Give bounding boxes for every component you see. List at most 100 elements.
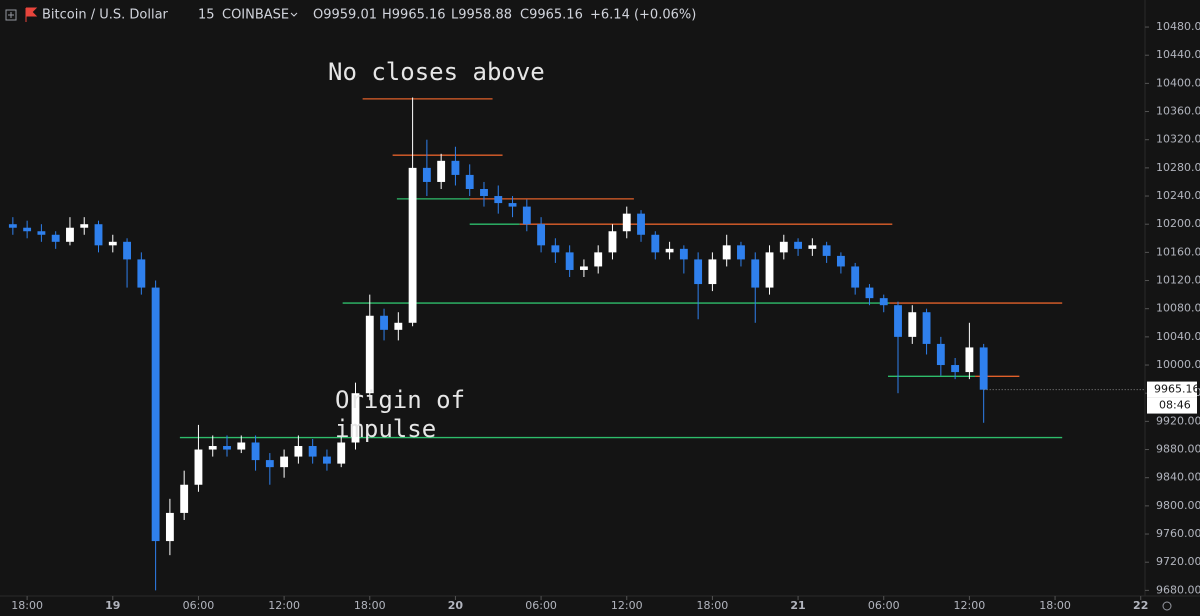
- candle-body: [836, 255, 845, 267]
- candle-body: [408, 167, 417, 323]
- candle-body: [123, 241, 131, 260]
- candle-body: [908, 312, 917, 337]
- candle-body: [8, 224, 17, 228]
- countdown-label: 08:46: [1159, 399, 1191, 412]
- candle-body: [979, 347, 988, 390]
- settings-icon[interactable]: [1162, 601, 1172, 611]
- y-tick-label: 10480.00: [1156, 20, 1200, 33]
- x-tick-label: 06:00: [868, 599, 900, 612]
- y-tick-label: 9720.00: [1156, 555, 1200, 568]
- candle-body: [651, 234, 660, 253]
- expand-icon[interactable]: [5, 9, 17, 21]
- candle-body: [679, 248, 688, 260]
- ohlc-change: +6.14 (+0.06%): [590, 8, 696, 23]
- candle-body: [936, 343, 945, 366]
- interval[interactable]: 15: [198, 8, 215, 23]
- header: Bitcoin / U.S. Dollar 15 COINBASE O9959.…: [5, 7, 696, 23]
- candle-body: [165, 512, 174, 542]
- x-tick-label: 12:00: [611, 599, 643, 612]
- candle-body: [737, 245, 745, 260]
- candle-body: [751, 259, 760, 288]
- candle-body: [308, 446, 317, 457]
- candle-body: [51, 234, 60, 242]
- candle-body: [180, 484, 189, 513]
- y-tick-label: 10160.00: [1156, 245, 1200, 258]
- candle-body: [66, 227, 74, 242]
- x-tick-label: 18:00: [11, 599, 43, 612]
- candle-body: [394, 322, 403, 330]
- candle-body: [894, 305, 902, 337]
- candle-body: [508, 203, 517, 207]
- ohlc-low: L9958.88: [451, 8, 512, 23]
- candle-body: [779, 241, 788, 253]
- countdown-tag: [1147, 397, 1197, 414]
- y-tick-label: 9840.00: [1156, 471, 1200, 484]
- last-price-tag: [1147, 381, 1197, 398]
- y-tick-label: 10120.00: [1156, 274, 1200, 287]
- y-tick-label: 10080.00: [1156, 302, 1200, 315]
- symbol[interactable]: Bitcoin / U.S. Dollar: [42, 8, 169, 23]
- y-tick-label: 10400.00: [1156, 76, 1200, 89]
- candle-body: [522, 206, 531, 225]
- candle-body: [351, 393, 360, 443]
- annotation: Origin of: [335, 386, 465, 414]
- candle-body: [223, 446, 231, 450]
- x-tick-label: 06:00: [183, 599, 215, 612]
- candle-body: [237, 442, 246, 450]
- gear[interactable]: [1162, 601, 1172, 611]
- candle-body: [251, 442, 260, 461]
- candle-body: [265, 460, 274, 468]
- candle-body: [965, 347, 974, 373]
- x-tick-label: 12:00: [954, 599, 986, 612]
- candle-body: [208, 446, 217, 450]
- y-tick-label: 10200.00: [1156, 217, 1200, 230]
- chevron[interactable]: [290, 12, 298, 17]
- x-tick-label: 20: [448, 599, 464, 612]
- candle-body: [922, 312, 931, 344]
- y-tick-label: 10000.00: [1156, 358, 1200, 371]
- candle-body: [865, 287, 874, 299]
- x-tick-label: 06:00: [525, 599, 557, 612]
- candle-body: [37, 231, 46, 235]
- candle-body: [665, 248, 674, 253]
- candle-body: [108, 241, 117, 246]
- y-tick-label: 9760.00: [1156, 527, 1200, 540]
- candle-body: [579, 266, 588, 270]
- candle-body: [194, 449, 203, 485]
- x-tick-label: 21: [790, 599, 805, 612]
- y-tick-label: 10360.00: [1156, 105, 1200, 118]
- candle-body: [494, 196, 503, 204]
- candle-body: [437, 160, 446, 182]
- ohlc-close: C9965.16: [520, 8, 583, 23]
- exchange[interactable]: COINBASE: [222, 8, 289, 23]
- candle-body: [822, 245, 831, 256]
- candle-body: [137, 259, 146, 288]
- y-tick-label: 9680.00: [1156, 583, 1200, 596]
- candle-body: [765, 252, 774, 288]
- candle-body: [951, 365, 960, 373]
- annotation: impulse: [335, 415, 436, 443]
- x-tick-label: 12:00: [268, 599, 300, 612]
- y-tick-label: 10240.00: [1156, 189, 1200, 202]
- annotation: No closes above: [328, 58, 545, 86]
- candle-body: [422, 167, 431, 182]
- flag-icon: [25, 7, 38, 22]
- x-tick-label: 18:00: [697, 599, 729, 612]
- y-tick-label: 10280.00: [1156, 161, 1200, 174]
- candle-body: [565, 252, 574, 270]
- candle-body: [637, 213, 645, 235]
- candle-body: [608, 231, 617, 253]
- candle-body: [851, 266, 860, 288]
- candle-body: [151, 287, 160, 542]
- candle-body: [337, 442, 346, 464]
- last-price-label: 9965.16: [1154, 383, 1200, 396]
- candle-body: [594, 252, 603, 267]
- candle-body: [480, 188, 488, 197]
- candle-body: [708, 259, 717, 285]
- candle-body: [80, 224, 89, 228]
- candle-body: [451, 160, 460, 175]
- candle-body: [622, 213, 631, 232]
- y-tick-label: 10040.00: [1156, 330, 1200, 343]
- candle-body: [722, 245, 731, 260]
